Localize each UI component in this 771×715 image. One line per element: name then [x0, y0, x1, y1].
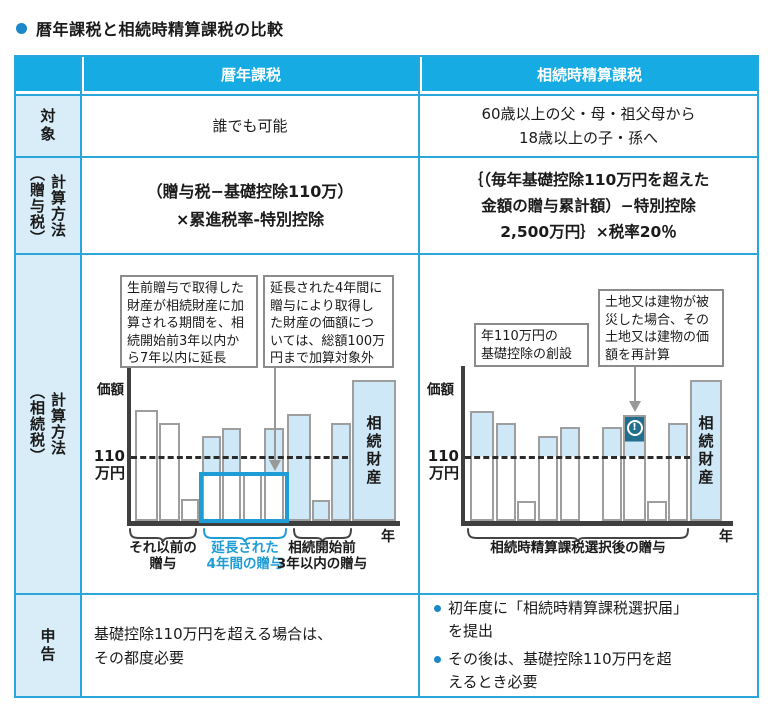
y-axis: [127, 367, 131, 525]
callout-arrowhead-icon: [629, 401, 641, 412]
filing-seisan: 初年度に「相続時精算課税選択届」 を提出 その後は、基礎控除110万円を超 える…: [420, 595, 757, 696]
target-ryonen: 誰でも可能: [82, 96, 418, 156]
threshold-line: [465, 456, 690, 459]
list-item: その後は、基礎控除110万円を超 えるとき必要: [434, 648, 751, 694]
threshold-110-label: 110 万円: [427, 447, 459, 482]
bullet-icon: [16, 22, 27, 34]
page-title: 暦年課税と相続時精算課税の比較: [36, 20, 284, 39]
y-axis-label: 価額: [427, 382, 454, 398]
gift-bar: [496, 423, 516, 521]
section-title: 暦年課税と相続時精算課税の比較: [16, 16, 284, 40]
bars-layer: ! 相続財産: [420, 253, 760, 595]
calc-inherit-label-main: 計算方法: [49, 392, 67, 456]
gift-bar: [135, 410, 158, 521]
estate-label: 相続財産: [696, 414, 715, 487]
calc-inherit-label-sub: （相続税）: [28, 384, 46, 464]
threshold-110-label: 110 万円: [93, 447, 125, 482]
gift-formula-seisan: ｛（毎年基礎控除110万円を超えた 金額の贈与累計額）−特別控除 2,500万円…: [420, 158, 757, 253]
row-label-calc-gift-text: 計算方法 （贈与税）: [27, 166, 69, 246]
header-seisan: 相続時精算課税: [420, 57, 757, 94]
group-label: 相続時精算課税選択後の贈与: [490, 540, 666, 556]
group-label: 延長された 4年間の贈与: [206, 540, 284, 572]
row-label-calc-inherit: 計算方法 （相続税）: [16, 255, 80, 593]
group-brace: [467, 528, 689, 542]
group-brace: [203, 528, 287, 542]
calc-gift-label-main: 計算方法: [49, 173, 67, 238]
estate-bar: 相続財産: [690, 380, 722, 521]
gift-bar: [602, 427, 622, 521]
gift-bar: [517, 501, 536, 521]
seisan-chart: 年110万円の 基礎控除の創設 土地又は建物が被 災した場合、その 土地又は建物…: [420, 253, 760, 595]
y-axis: [461, 366, 465, 525]
row-label-calc-inherit-text: 計算方法 （相続税）: [27, 384, 69, 464]
threshold-line: [131, 456, 348, 459]
bullet-icon: [434, 656, 441, 663]
row-label-filing: 申告: [16, 595, 80, 696]
ryonen-chart-cell: 生前贈与で取得した 財産が相続財産に加 算される期間を、相 続開始前3年以内か …: [82, 255, 418, 593]
comparison-table: 暦年課税 相続時精算課税 対象 誰でも可能 60歳以上の父・母・祖父母から 18…: [14, 55, 759, 698]
gift-formula-ryonen: （贈与税−基礎控除110万） ×累進税率-特別控除: [82, 158, 418, 253]
gift-bar: !: [623, 415, 646, 521]
group-label: 相続開始前 3年以内の贈与: [276, 540, 368, 572]
header-ryonen: 暦年課税: [82, 57, 418, 94]
x-axis: [127, 521, 400, 526]
estate-bar: 相続財産: [352, 380, 396, 521]
x-axis: [461, 521, 733, 526]
target-seisan: 60歳以上の父・母・祖父母から 18歳以上の子・孫へ: [420, 96, 757, 156]
bullet-icon: [434, 605, 441, 612]
callout-arrowhead-icon: [269, 460, 281, 471]
row-label-filing-text: 申告: [38, 627, 57, 664]
bars-layer: 相続財産: [80, 253, 420, 595]
gift-bar: [560, 427, 580, 521]
x-axis-label: 年: [719, 529, 733, 545]
callout-extension-period: 生前贈与で取得した 財産が相続財産に加 算される期間を、相 続開始前3年以内か …: [120, 275, 258, 368]
gift-bar: [647, 501, 667, 521]
estate-label: 相続財産: [364, 414, 383, 487]
braces-layer: 相続時精算課税選択後の贈与: [420, 253, 760, 595]
callout-arrow: [634, 366, 636, 402]
callout-disaster-recalc: 土地又は建物が被 災した場合、その 土地又は建物の価 額を再計算: [598, 289, 724, 367]
exemption-box: [199, 472, 289, 523]
seisan-chart-cell: 年110万円の 基礎控除の創設 土地又は建物が被 災した場合、その 土地又は建物…: [420, 255, 757, 593]
ryonen-chart: 生前贈与で取得した 財産が相続財産に加 算される期間を、相 続開始前3年以内か …: [80, 253, 420, 595]
gift-bar: [312, 500, 330, 521]
list-item: 初年度に「相続時精算課税選択届」 を提出: [434, 597, 751, 643]
header-corner: [16, 57, 80, 94]
gift-bar: [159, 423, 180, 521]
braces-layer: それ以前の 贈与 延長された 4年間の贈与 相続開始前 3年以内の贈与: [80, 253, 420, 595]
x-axis-label: 年: [381, 529, 395, 545]
gift-bar: [181, 499, 199, 521]
y-axis-label: 価額: [97, 382, 124, 398]
row-label-target: 対象: [16, 96, 80, 156]
group-label: それ以前の 贈与: [129, 540, 197, 572]
filing-bullet-1: 初年度に「相続時精算課税選択届」 を提出: [448, 599, 689, 640]
filing-bullet-2: その後は、基礎控除110万円を超 えるとき必要: [448, 650, 672, 691]
alert-icon: !: [626, 420, 643, 436]
gift-bar: [331, 423, 351, 521]
gift-bar: [470, 411, 494, 521]
callout-arrow: [274, 367, 276, 461]
callout-100man-exemption: 延長された4年間に 贈与により取得し た財産の価額につ いては、総額100万 円…: [263, 275, 394, 368]
group-brace: [129, 528, 197, 542]
filing-ryonen: 基礎控除110万円を超える場合は、 その都度必要: [82, 595, 418, 696]
group-brace: [293, 528, 352, 542]
callout-basic-deduction: 年110万円の 基礎控除の創設: [474, 323, 589, 367]
calc-gift-label-sub: （贈与税）: [28, 165, 46, 246]
row-label-target-text: 対象: [38, 108, 57, 144]
gift-bar: [668, 423, 688, 521]
gift-bar: [287, 414, 311, 521]
row-label-calc-gift: 計算方法 （贈与税）: [16, 158, 80, 253]
